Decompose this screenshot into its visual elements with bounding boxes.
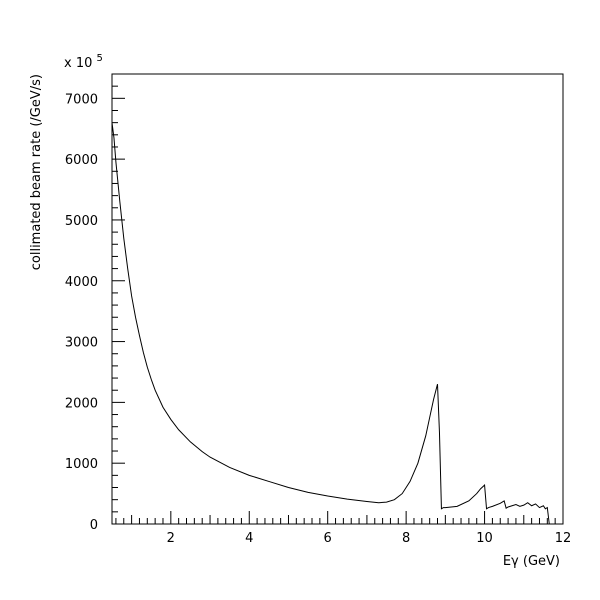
series-line (111, 122, 550, 525)
plot-frame (111, 73, 564, 525)
y-axis-title: collimated beam rate (/GeV/s) (29, 74, 44, 270)
y-tick-label: 0 (90, 518, 98, 533)
x-axis-title: Eγ (GeV) (503, 554, 560, 569)
y-tick-label: 6000 (65, 153, 98, 168)
x-tick-label: 8 (402, 531, 410, 546)
y-multiplier-exponent: 5 (97, 53, 103, 64)
y-multiplier-text: x 10 (64, 56, 92, 71)
y-multiplier-label: x 10 5 (64, 53, 103, 71)
y-tick-label: 3000 (65, 336, 98, 351)
tick-labels-layer: 2 4 6 8 10 12 0 1000 2000 3000 4000 5000 6000 7000 (65, 92, 571, 546)
y-tick-label: 4000 (65, 275, 98, 290)
x-tick-label: 12 (555, 531, 572, 546)
y-tick-label: 5000 (65, 214, 98, 229)
x-tick-label: 10 (476, 531, 493, 546)
y-tick-label: 7000 (65, 92, 98, 107)
x-tick-label: 2 (167, 531, 175, 546)
y-tick-label: 2000 (65, 396, 98, 411)
x-tick-label: 4 (245, 531, 253, 546)
y-tick-label: 1000 (65, 457, 98, 472)
x-tick-label: 6 (324, 531, 332, 546)
ticks-layer (112, 73, 564, 525)
